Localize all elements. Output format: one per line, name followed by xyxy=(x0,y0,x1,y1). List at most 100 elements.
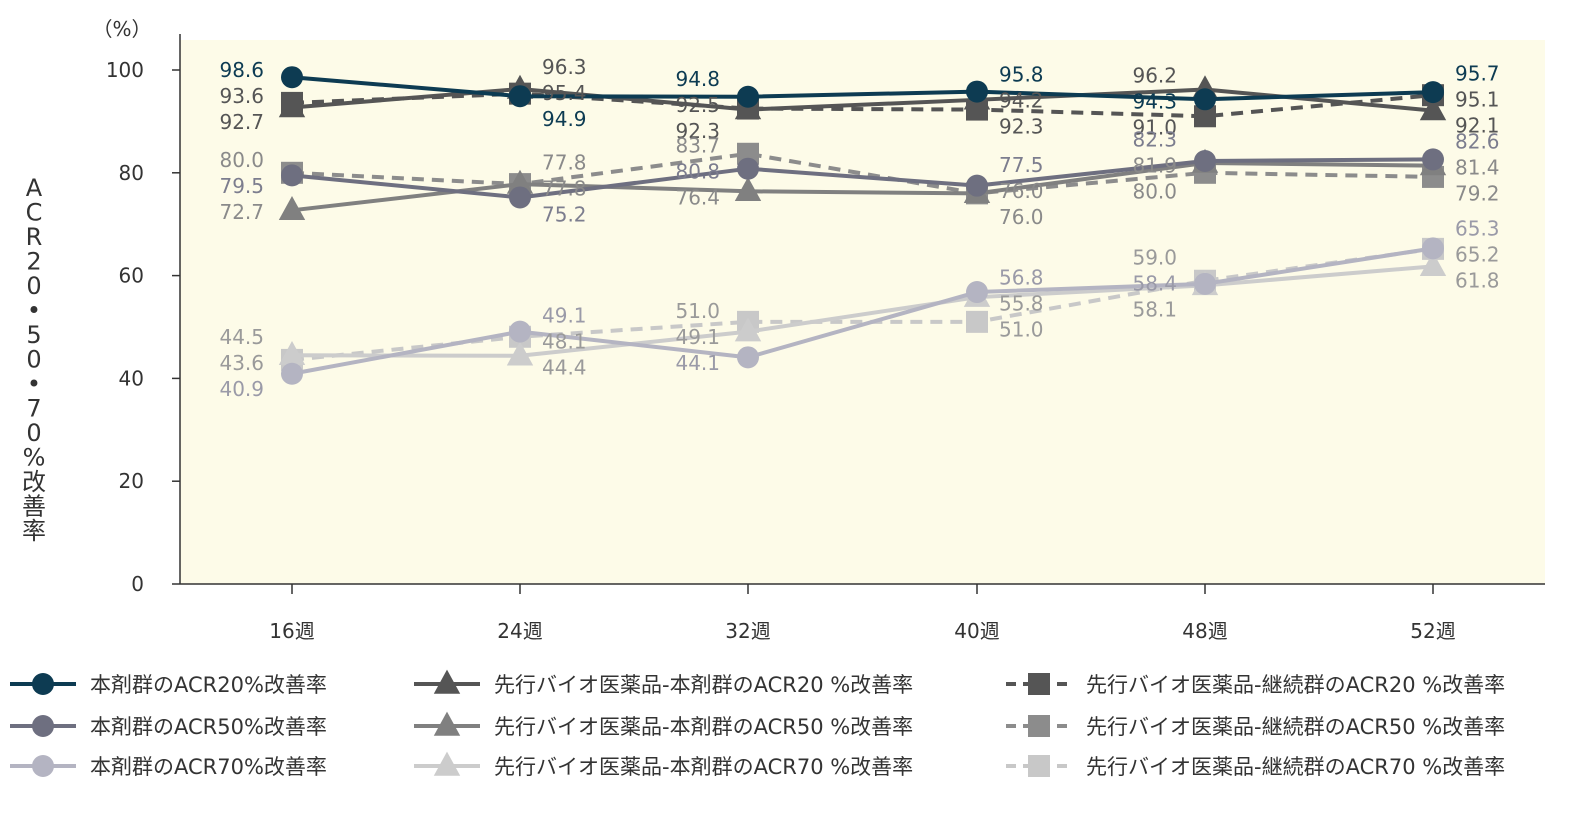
data-label: 76.0 xyxy=(999,179,1044,203)
legend-item-2: 先行バイオ医薬品-本剤群のACR20 %改善率 xyxy=(412,666,913,702)
legend-swatch xyxy=(1006,715,1072,737)
data-label: 79.5 xyxy=(219,174,264,198)
data-point-square xyxy=(966,310,988,333)
series-line xyxy=(291,151,1434,196)
data-label: 43.6 xyxy=(219,351,264,375)
data-point-circle xyxy=(1422,237,1444,260)
y-axis-unit-label: （%） xyxy=(92,17,151,41)
data-label: 44.5 xyxy=(219,325,264,349)
data-label: 58.1 xyxy=(1132,297,1177,321)
data-point-triangle xyxy=(506,341,534,366)
axes: 0 20 40 60 80 100 16週 24週 32週 40週 48週 52週 xyxy=(106,34,1545,643)
data-label: 56.8 xyxy=(999,266,1044,290)
data-label: 94.8 xyxy=(675,67,720,91)
data-label: 81.9 xyxy=(1132,154,1177,178)
data-label: 77.8 xyxy=(542,177,587,201)
data-label: 92.3 xyxy=(999,114,1044,138)
data-point-circle xyxy=(1194,149,1216,172)
legend-label: 先行バイオ医薬品-継続群のACR70 %改善率 xyxy=(1086,755,1506,779)
data-label: 49.1 xyxy=(675,325,720,349)
legend-marker-circle xyxy=(32,673,54,695)
series-1 xyxy=(281,66,1444,111)
data-label: 77.5 xyxy=(999,153,1044,177)
data-point-circle xyxy=(966,281,988,304)
legend-label: 先行バイオ医薬品-継続群のACR20 %改善率 xyxy=(1086,673,1506,697)
legend-label: 本剤群のACR20%改善率 xyxy=(90,673,327,697)
legend-label: 先行バイオ医薬品-本剤群のACR50 %改善率 xyxy=(494,715,914,739)
data-point-circle xyxy=(966,80,988,103)
legend-marker-circle xyxy=(32,755,54,777)
legend-item-6: 先行バイオ医薬品-継続群のACR50 %改善率 xyxy=(1004,708,1505,744)
data-label: 95.7 xyxy=(1455,61,1500,85)
x-tick-label: 16週 xyxy=(269,619,314,643)
legend-item-9: 先行バイオ医薬品-継続群のACR70 %改善率 xyxy=(1004,748,1505,784)
legend-swatch xyxy=(414,751,480,776)
legend-item-7: 本剤群のACR70%改善率 xyxy=(8,748,327,784)
y-tick-label: 0 xyxy=(131,572,144,596)
data-point-circle xyxy=(1194,88,1216,111)
data-label: 96.2 xyxy=(1132,64,1177,88)
legend-marker-square xyxy=(1028,715,1050,737)
y-axis-title-char: 0 xyxy=(26,346,41,374)
data-point-circle xyxy=(737,85,759,108)
data-point-triangle xyxy=(506,169,534,194)
data-point-circle xyxy=(281,362,303,385)
data-point-circle xyxy=(737,157,759,180)
data-label: 92.7 xyxy=(219,110,264,134)
series-line xyxy=(291,246,1434,376)
data-point-triangle xyxy=(1419,96,1447,121)
legend-item-3: 先行バイオ医薬品-継続群のACR20 %改善率 xyxy=(1004,666,1505,702)
data-label: 75.2 xyxy=(542,203,587,227)
y-axis-title-char: 善 xyxy=(22,493,46,521)
data-label: 94.3 xyxy=(1132,90,1177,114)
y-tick-label: 20 xyxy=(119,469,144,493)
legend-item-4: 本剤群のACR50%改善率 xyxy=(8,708,327,744)
data-label: 95.4 xyxy=(542,81,587,105)
data-point-circle xyxy=(509,320,531,343)
plot-background xyxy=(180,40,1545,584)
legend-marker-triangle xyxy=(433,751,461,776)
y-axis-title-char: 7 xyxy=(26,395,41,423)
data-point-triangle xyxy=(734,176,762,202)
x-tick-label: 52週 xyxy=(1410,619,1455,643)
data-label: 96.3 xyxy=(542,55,587,79)
y-axis-title-char: 改 xyxy=(22,468,46,496)
legend-marker-square xyxy=(1028,673,1050,695)
data-label: 92.5 xyxy=(675,93,720,117)
y-axis-title-char: C xyxy=(26,199,43,227)
y-axis-title-char: • xyxy=(27,297,41,325)
data-label: 61.8 xyxy=(1455,269,1500,293)
data-label: 79.2 xyxy=(1455,181,1500,205)
data-label: 80.0 xyxy=(219,148,264,172)
y-axis-title-char: 2 xyxy=(26,248,41,276)
data-label: 59.0 xyxy=(1132,245,1177,269)
y-tick-label: 100 xyxy=(106,58,144,82)
y-axis-title-char: A xyxy=(26,174,43,202)
y-axis-title-char: 0 xyxy=(26,419,41,447)
legend-label: 先行バイオ医薬品-本剤群のACR70 %改善率 xyxy=(494,755,914,779)
data-label: 91.0 xyxy=(1132,116,1177,140)
data-label: 76.4 xyxy=(675,185,720,209)
series-line xyxy=(291,157,1434,200)
data-label: 80.8 xyxy=(675,159,720,183)
legend-swatch xyxy=(1006,755,1072,777)
legend-item-5: 先行バイオ医薬品-本剤群のACR50 %改善率 xyxy=(412,708,913,744)
y-tick-label: 60 xyxy=(119,264,144,288)
legend-swatch xyxy=(10,755,76,777)
data-label: 49.1 xyxy=(542,303,587,327)
data-label: 48.1 xyxy=(542,329,587,353)
data-point-triangle xyxy=(1419,252,1447,277)
data-point-circle xyxy=(281,66,303,89)
x-tick-label: 40週 xyxy=(954,619,999,643)
series-line xyxy=(291,161,1434,213)
data-label: 92.1 xyxy=(1455,113,1500,137)
data-label: 44.1 xyxy=(675,351,720,375)
legend-marker-square xyxy=(1028,755,1050,777)
data-point-circle xyxy=(1422,148,1444,171)
data-label: 72.7 xyxy=(219,200,264,224)
data-point-circle xyxy=(509,186,531,209)
data-label: 83.7 xyxy=(675,133,720,157)
series-line xyxy=(291,91,1434,119)
data-label: 76.0 xyxy=(999,205,1044,229)
